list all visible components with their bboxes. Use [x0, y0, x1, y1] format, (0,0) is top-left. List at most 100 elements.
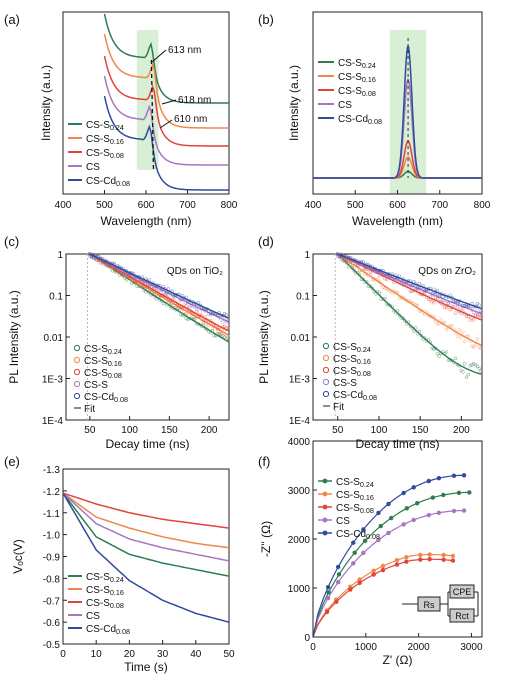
- f-data-point: [411, 485, 416, 490]
- d-data-point: [401, 316, 405, 320]
- c-data-point: [186, 317, 190, 322]
- f-xtick-label: 2000: [408, 642, 431, 653]
- d-data-point: [450, 358, 454, 363]
- d-data-point: [461, 370, 465, 374]
- c-legend-swatch: [73, 356, 81, 364]
- d-legend-swatch: [322, 390, 330, 398]
- d-data-point: [448, 307, 452, 312]
- panel-d-letter: (d): [258, 234, 274, 249]
- d-data-point: [370, 277, 374, 282]
- d-data-point: [452, 300, 456, 304]
- f-data-point: [394, 562, 400, 567]
- e-xtick-label: 20: [124, 649, 136, 660]
- c-legend-label: CS-Cd0.08: [84, 392, 128, 404]
- c-xtick-label: 100: [121, 425, 138, 436]
- d-legend-swatch: [322, 378, 330, 386]
- d-data-point: [444, 305, 449, 310]
- d-data-point: [417, 281, 422, 286]
- b-ylabel: Intensity (a.u.): [287, 65, 301, 141]
- d-xtick-label: 100: [371, 425, 388, 436]
- d-ytick-label: 1: [304, 250, 310, 261]
- e-ytick-label: -0.5: [43, 640, 61, 651]
- f-data-point: [451, 508, 457, 514]
- e-xtick-label: 50: [223, 649, 235, 660]
- c-data-point: [208, 311, 213, 315]
- f-data-point: [386, 530, 391, 536]
- f-data-point: [357, 580, 362, 586]
- a-xtick-label: 700: [179, 200, 196, 211]
- e-series-line: [62, 492, 230, 577]
- d-data-point: [459, 368, 463, 372]
- d-data-point: [464, 314, 469, 319]
- f-data-point: [427, 552, 432, 557]
- f-legend-label: CS: [336, 516, 350, 527]
- f-ytick-label: 2000: [288, 535, 311, 546]
- e-ytick-label: -0.6: [43, 618, 61, 629]
- f-data-point: [348, 587, 353, 592]
- d-data-point: [470, 344, 474, 348]
- d-data-point: [383, 286, 387, 291]
- c-data-point: [200, 307, 204, 311]
- a-xtick-label: 400: [55, 200, 72, 211]
- a-arrow-610: [159, 119, 173, 129]
- f-data-point: [401, 522, 406, 527]
- d-legend-label: CS-S0.16: [333, 354, 371, 366]
- d-data-point: [437, 354, 441, 358]
- c-legend-label: CS-S0.08: [84, 368, 122, 380]
- d-data-point: [466, 372, 471, 377]
- c-fit-line: [89, 253, 229, 319]
- c-data-point: [149, 285, 153, 289]
- d-data-point: [412, 329, 416, 334]
- d-data-point: [350, 264, 354, 268]
- f-data-point: [451, 473, 457, 478]
- d-data-point: [472, 345, 476, 349]
- d-xtick-label: 50: [332, 425, 344, 436]
- d-data-point: [419, 333, 423, 338]
- f-data-point: [351, 561, 356, 566]
- b-series-line: [313, 46, 482, 179]
- a-series-line: [103, 75, 229, 166]
- e-series-line: [62, 492, 230, 623]
- d-data-point: [414, 326, 418, 330]
- f-data-point: [326, 590, 331, 595]
- c-data-point: [152, 286, 157, 291]
- d-fit-line: [337, 253, 482, 310]
- d-data-point: [475, 364, 480, 369]
- d-data-point: [461, 304, 465, 308]
- d-data-point: [443, 305, 447, 310]
- d-data-point: [466, 334, 471, 338]
- c-data-point: [159, 288, 164, 292]
- a-series-line: [103, 33, 229, 129]
- e-xtick-label: 10: [91, 649, 103, 660]
- b-xtick-label: 800: [474, 200, 491, 211]
- d-data-point: [444, 350, 449, 354]
- e-series-line: [62, 492, 230, 529]
- f-data-point: [418, 552, 423, 558]
- c-data-point: [222, 324, 227, 329]
- f-data-point: [418, 557, 423, 562]
- f-legend-marker: [322, 530, 328, 536]
- d-data-point: [443, 320, 447, 325]
- e-legend-label: CS-S0.08: [86, 598, 124, 610]
- d-data-point: [359, 268, 364, 272]
- f-data-point: [335, 580, 341, 585]
- d-data-point: [468, 318, 472, 322]
- f-data-point: [404, 506, 409, 511]
- d-legend-swatch: [322, 354, 330, 362]
- d-legend-label: CS-S: [333, 378, 357, 389]
- c-legend-swatch: [73, 344, 81, 352]
- c-data-point: [217, 331, 221, 335]
- e-ytick-label: -0.8: [43, 574, 61, 585]
- c-legend-label: CS-S0.24: [84, 344, 122, 356]
- f-xtick-label: 1000: [355, 642, 378, 653]
- f-ytick-label: 3000: [288, 486, 311, 497]
- f-data-point: [401, 490, 406, 496]
- d-data-point: [479, 309, 483, 313]
- c-data-point: [131, 280, 136, 285]
- a-legend-label: CS-S0.08: [86, 148, 124, 160]
- f-data-point: [430, 495, 436, 500]
- a-ylabel: Intensity (a.u.): [39, 65, 53, 141]
- f-data-point: [427, 557, 432, 562]
- f-legend-label: CS-S0.24: [336, 477, 374, 489]
- d-fit-line: [337, 253, 482, 315]
